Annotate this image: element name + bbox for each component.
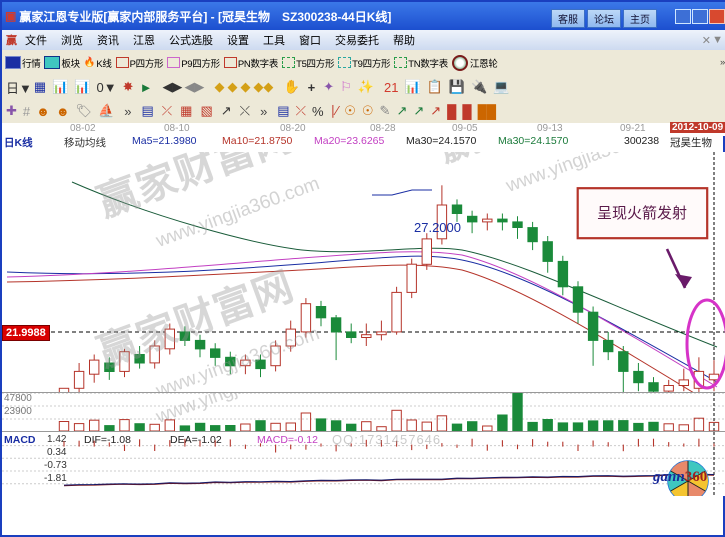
svg-text:27.2000: 27.2000	[414, 220, 461, 235]
svg-text:呈现火箭发射: 呈现火箭发射	[597, 204, 687, 222]
